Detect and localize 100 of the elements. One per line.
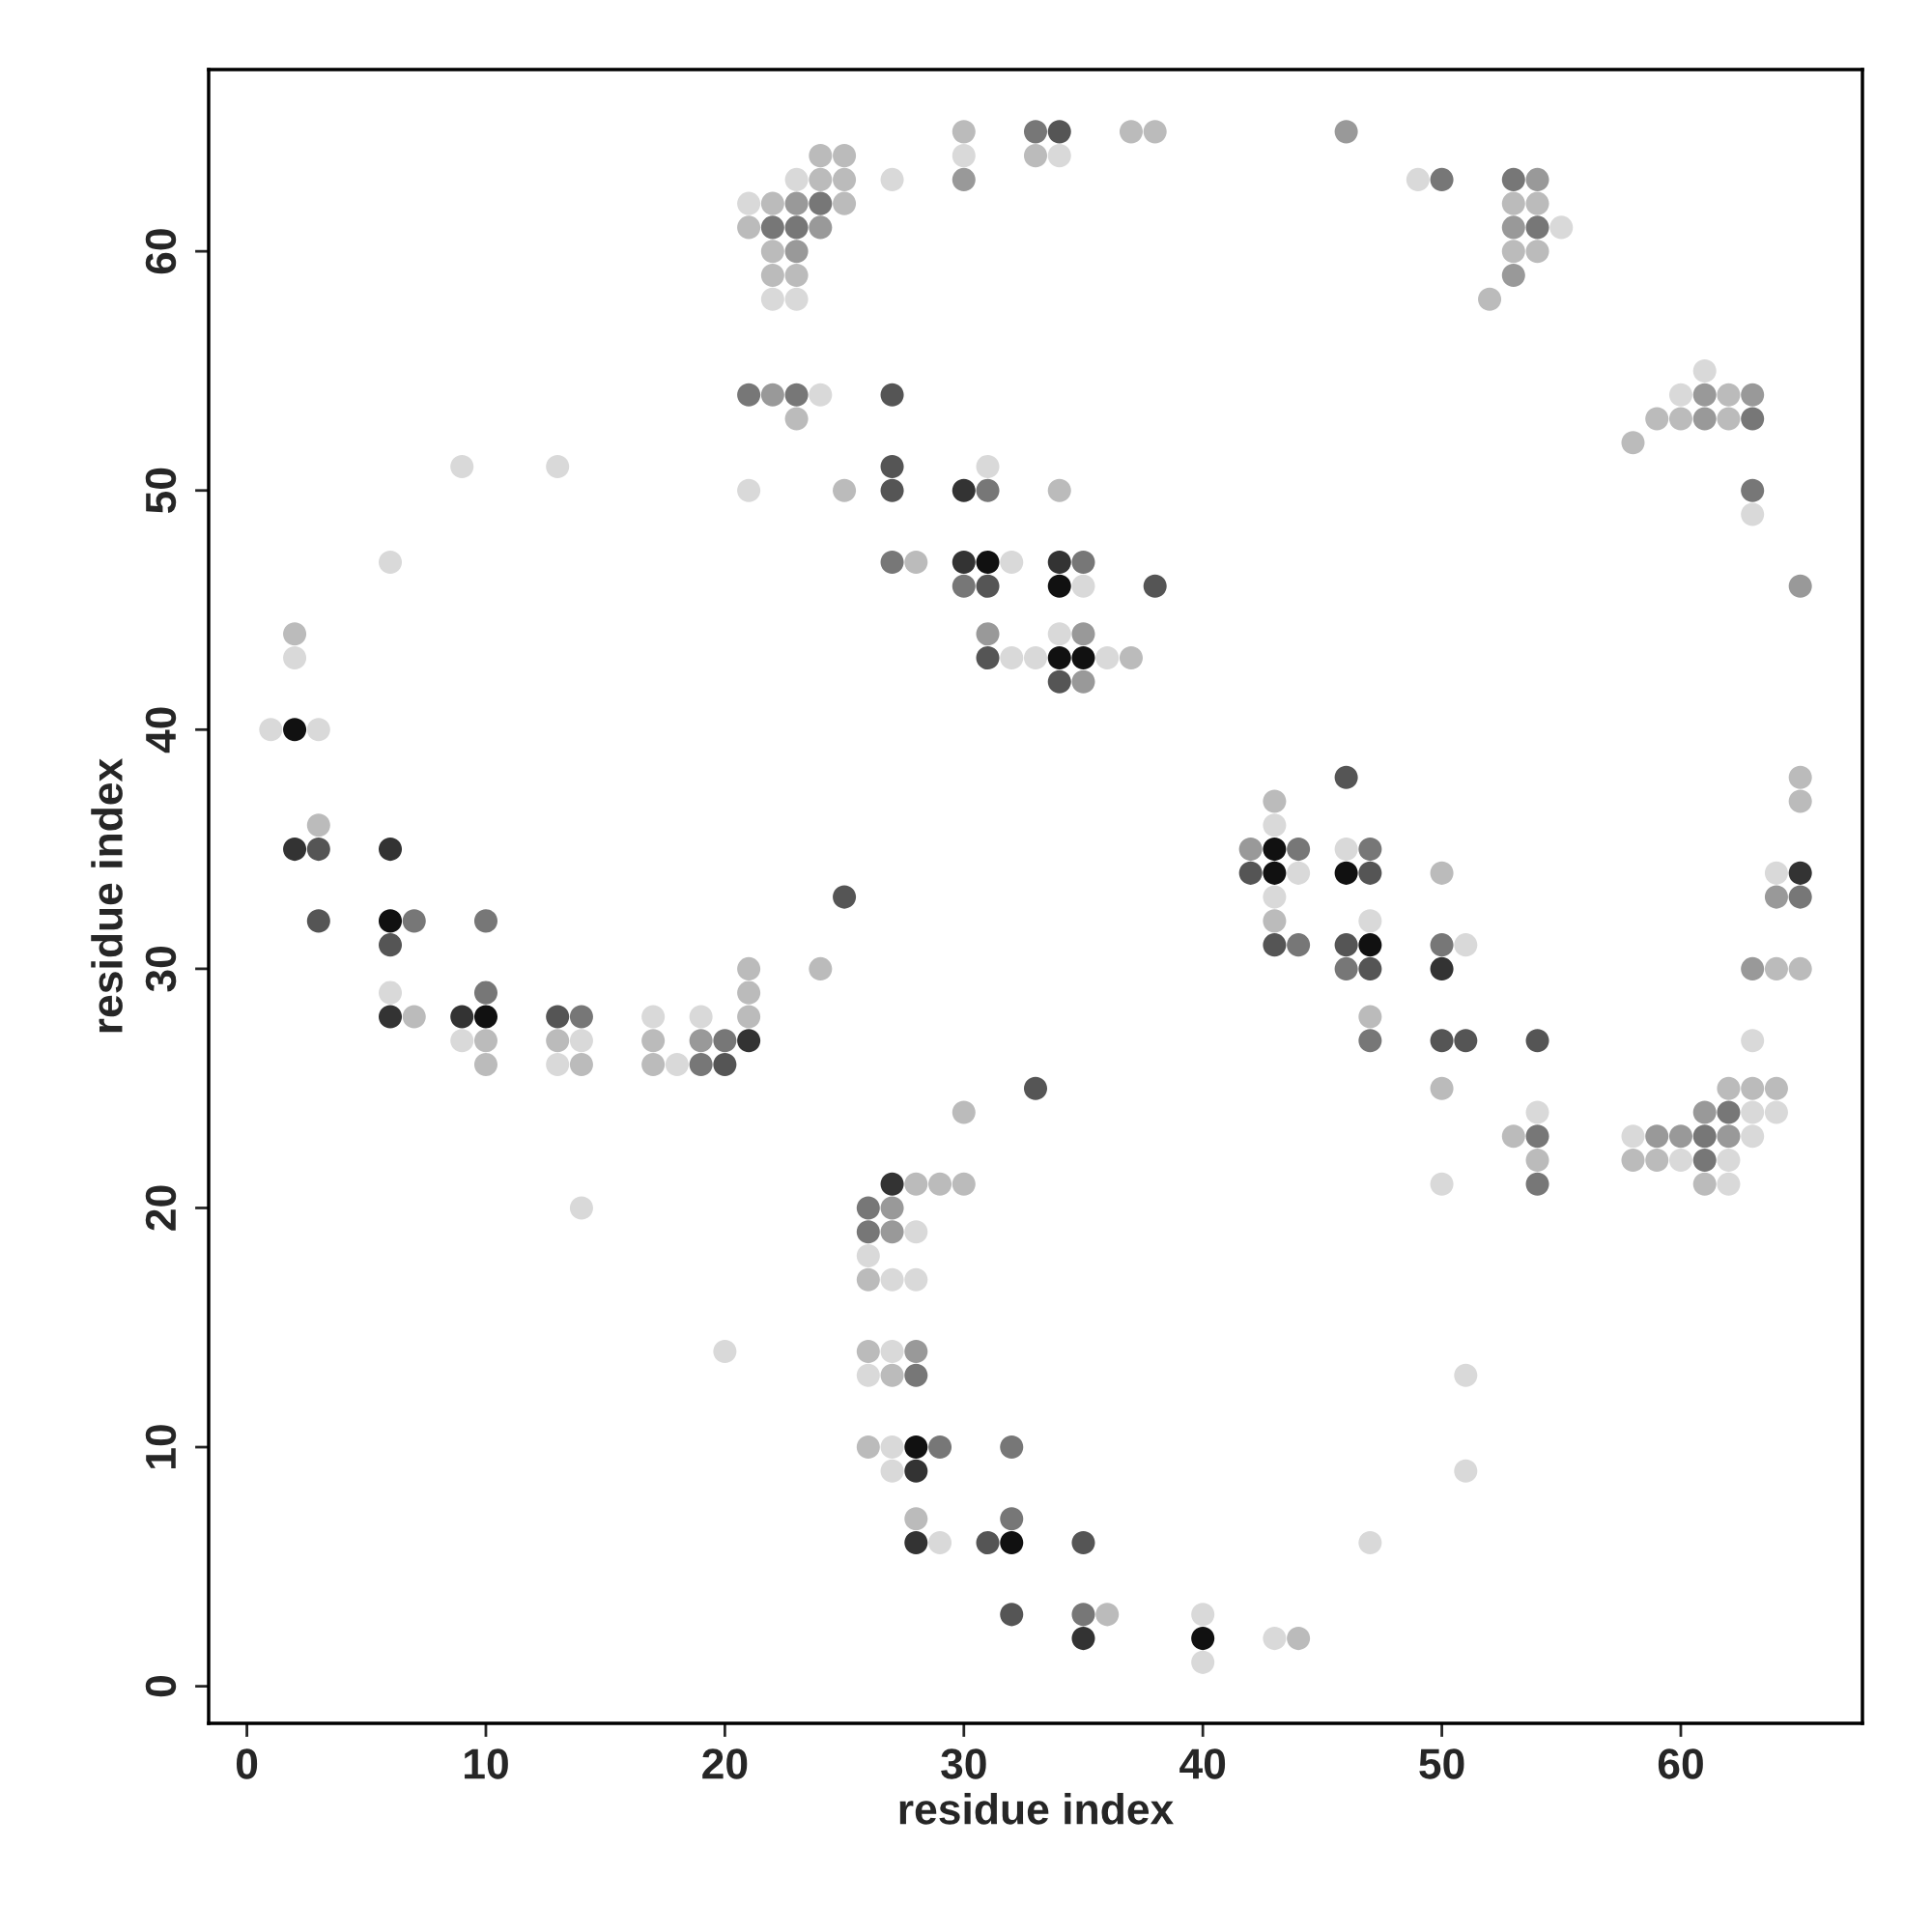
- y-tick-label: 40: [145, 707, 177, 753]
- x-tick-label: 0: [236, 1748, 258, 1779]
- point: [450, 1005, 474, 1029]
- x-tick-label: 50: [1419, 1748, 1464, 1779]
- point: [1692, 1100, 1717, 1124]
- point: [1741, 383, 1765, 407]
- point: [689, 1052, 713, 1076]
- point: [880, 1196, 904, 1220]
- point: [880, 478, 904, 502]
- point: [1358, 838, 1382, 862]
- point: [1143, 574, 1167, 598]
- point: [784, 240, 809, 264]
- point: [379, 933, 403, 957]
- point: [1047, 120, 1071, 144]
- point: [809, 215, 833, 240]
- point: [952, 478, 976, 502]
- point: [1334, 765, 1358, 789]
- point: [689, 1029, 713, 1053]
- point: [1358, 933, 1382, 957]
- point: [760, 383, 784, 407]
- point: [1501, 167, 1525, 191]
- point: [402, 909, 426, 933]
- point: [1525, 1124, 1549, 1149]
- point: [904, 1435, 928, 1460]
- y-tick-label: 20: [145, 1185, 177, 1231]
- point: [1668, 1124, 1692, 1149]
- point: [1741, 478, 1765, 502]
- point: [1430, 933, 1454, 957]
- point: [1071, 550, 1095, 575]
- point: [1000, 1507, 1024, 1531]
- point: [1430, 956, 1454, 980]
- point: [737, 1029, 761, 1053]
- point: [1501, 215, 1525, 240]
- point: [473, 909, 498, 933]
- point: [283, 718, 307, 742]
- point: [1334, 120, 1358, 144]
- point: [1764, 885, 1788, 909]
- point: [880, 454, 904, 479]
- point: [976, 478, 1000, 502]
- point: [1741, 956, 1765, 980]
- point: [473, 980, 498, 1005]
- point: [1263, 933, 1287, 957]
- point: [306, 909, 330, 933]
- point: [1525, 1172, 1549, 1196]
- point: [1263, 861, 1287, 885]
- x-tick-label: 30: [941, 1748, 986, 1779]
- point: [1071, 622, 1095, 646]
- point: [1525, 1029, 1549, 1053]
- point: [880, 1172, 904, 1196]
- point: [1358, 1029, 1382, 1053]
- point: [760, 215, 784, 240]
- point: [1000, 1603, 1024, 1627]
- point: [976, 550, 1000, 575]
- point: [379, 838, 403, 862]
- point: [976, 622, 1000, 646]
- point: [904, 1363, 928, 1387]
- point: [833, 885, 857, 909]
- y-tick-label: 30: [145, 946, 177, 992]
- point: [1287, 933, 1311, 957]
- y-tick-label: 60: [145, 229, 177, 274]
- point: [856, 1220, 880, 1244]
- point: [784, 383, 809, 407]
- point: [1454, 1029, 1478, 1053]
- point: [784, 215, 809, 240]
- point: [1525, 215, 1549, 240]
- point: [904, 1531, 928, 1555]
- point: [1430, 1029, 1454, 1053]
- point: [379, 909, 403, 933]
- point: [1047, 646, 1071, 670]
- point: [1717, 1100, 1741, 1124]
- point: [904, 1339, 928, 1364]
- point: [880, 383, 904, 407]
- point: [1334, 956, 1358, 980]
- point: [1645, 1124, 1669, 1149]
- point: [283, 838, 307, 862]
- point: [1000, 1531, 1024, 1555]
- point: [1358, 956, 1382, 980]
- point: [976, 574, 1000, 598]
- point: [1263, 838, 1287, 862]
- point: [904, 1459, 928, 1483]
- x-tick-label: 40: [1179, 1748, 1226, 1779]
- point: [784, 191, 809, 215]
- point: [809, 191, 833, 215]
- point: [737, 383, 761, 407]
- point: [1501, 263, 1525, 287]
- point: [1358, 861, 1382, 885]
- point: [1071, 1627, 1095, 1651]
- x-axis-title: residue index: [899, 1792, 1174, 1825]
- point: [1525, 167, 1549, 191]
- point: [473, 1005, 498, 1029]
- point: [379, 1005, 403, 1029]
- point: [976, 646, 1000, 670]
- point: [1334, 933, 1358, 957]
- point: [880, 550, 904, 575]
- point: [880, 1220, 904, 1244]
- point: [1047, 669, 1071, 694]
- point: [1788, 885, 1812, 909]
- y-tick-label: 50: [145, 468, 177, 514]
- point: [952, 550, 976, 575]
- x-tick-label: 10: [465, 1748, 508, 1779]
